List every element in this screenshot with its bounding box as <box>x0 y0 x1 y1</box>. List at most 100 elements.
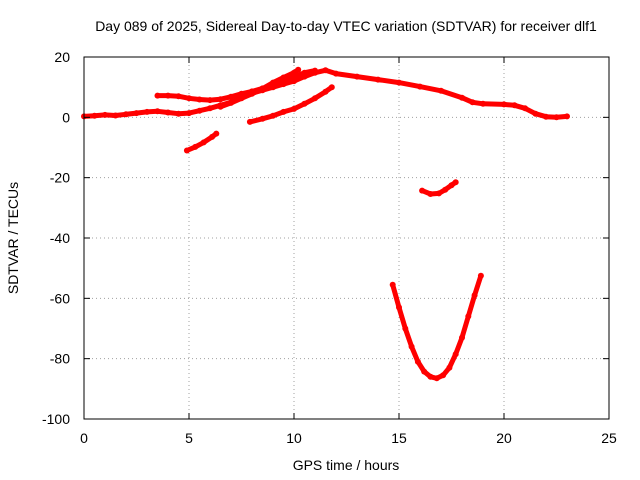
data-point <box>532 110 539 117</box>
data-point <box>280 74 287 81</box>
data-point <box>452 179 459 186</box>
data-point <box>238 95 245 102</box>
data-point <box>291 69 297 76</box>
data-point <box>433 375 440 382</box>
y-tick-label: -20 <box>50 170 70 186</box>
data-point <box>228 93 234 100</box>
data-point <box>396 304 402 311</box>
data-point <box>183 147 190 154</box>
data-point <box>207 97 213 104</box>
data-point <box>186 110 192 117</box>
data-point <box>312 67 318 74</box>
data-point <box>213 130 220 137</box>
data-point <box>259 85 266 92</box>
data-point <box>435 190 442 197</box>
data-point <box>154 92 161 99</box>
data-point <box>564 113 570 120</box>
data-point <box>427 191 434 197</box>
data-point <box>217 103 224 110</box>
data-point <box>228 99 234 106</box>
data-point <box>396 79 402 86</box>
data-point <box>301 69 308 76</box>
x-tick-label: 15 <box>391 430 407 446</box>
data-point <box>480 100 486 107</box>
y-tick-label: -80 <box>50 351 70 367</box>
y-tick-label: -40 <box>50 230 70 246</box>
data-point <box>280 108 287 115</box>
data-point <box>207 105 213 112</box>
data-point <box>446 364 453 371</box>
data-point <box>427 373 434 380</box>
x-tick-label: 5 <box>185 430 193 446</box>
data-point <box>102 111 108 118</box>
data-point <box>133 110 140 117</box>
data-point <box>501 101 507 108</box>
data-point <box>459 334 465 341</box>
data-point <box>440 372 447 379</box>
data-point <box>414 358 421 365</box>
data-point <box>469 99 476 106</box>
grid-lines <box>84 57 609 419</box>
data-point <box>402 325 409 332</box>
data-point <box>522 105 528 112</box>
data-point <box>154 108 161 115</box>
data-point <box>165 109 171 116</box>
data-point <box>328 84 335 91</box>
x-tick-label: 10 <box>286 430 302 446</box>
data-point <box>448 182 455 189</box>
series-upper-track <box>155 68 318 103</box>
data-point <box>553 114 560 121</box>
data-point <box>270 112 276 119</box>
x-tick-label: 0 <box>80 430 88 446</box>
data-point <box>192 143 199 150</box>
data-point <box>459 94 465 101</box>
data-point <box>291 105 297 112</box>
chart-title: Day 089 of 2025, Sidereal Day-to-day VTE… <box>95 18 597 34</box>
data-point <box>246 118 253 125</box>
data-point <box>419 187 426 194</box>
data-point <box>421 368 428 375</box>
data-series-layer <box>81 66 570 382</box>
data-point <box>144 108 150 115</box>
data-point <box>259 115 266 122</box>
y-tick-label: -60 <box>50 290 70 306</box>
series-baseline-track <box>81 67 570 120</box>
y-tick-label: 0 <box>62 109 70 125</box>
y-tick-label: 20 <box>54 49 70 65</box>
data-point <box>465 313 472 320</box>
data-point <box>295 66 302 73</box>
y-tick-label: -100 <box>42 411 70 427</box>
data-point <box>91 112 98 119</box>
data-point <box>452 351 459 358</box>
data-point <box>354 73 360 80</box>
data-point <box>249 90 255 97</box>
x-tick-label: 25 <box>601 430 617 446</box>
data-point <box>543 113 549 120</box>
data-point <box>186 95 192 102</box>
data-point <box>438 87 444 94</box>
data-point <box>333 70 339 77</box>
data-point <box>175 110 182 117</box>
data-point <box>471 292 478 299</box>
data-point <box>477 272 484 279</box>
data-point <box>375 76 381 83</box>
x-tick-label: 20 <box>496 430 512 446</box>
data-point <box>196 107 203 114</box>
data-point <box>112 112 119 119</box>
data-point <box>196 96 203 103</box>
data-point <box>322 67 329 74</box>
y-axis-label: SDTVAR / TECUs <box>5 182 21 294</box>
data-point <box>200 139 207 146</box>
data-point <box>217 96 224 103</box>
data-point <box>301 100 308 107</box>
data-point <box>312 95 318 102</box>
data-point <box>322 88 329 95</box>
data-point <box>209 133 216 140</box>
x-axis-label: GPS time / hours <box>293 457 400 473</box>
data-point <box>442 186 449 193</box>
data-point <box>417 83 423 90</box>
data-point <box>408 343 415 350</box>
axis-ticks: 0 5 10 15 20 25 -100 -80 -60 -40 -20 0 20 <box>42 49 617 446</box>
data-point <box>511 102 518 109</box>
